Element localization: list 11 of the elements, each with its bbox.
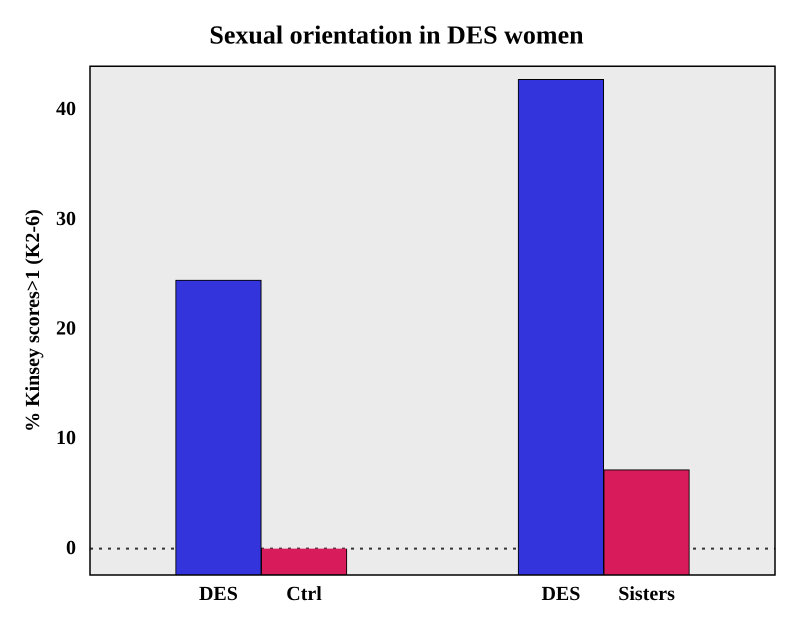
y-tick-label: 40	[56, 98, 76, 120]
y-tick-label: 10	[56, 427, 76, 450]
y-axis-title: % Kinsey scores>1 (K2-6)	[22, 209, 44, 432]
y-tick-label: 30	[56, 208, 76, 230]
chart-title: Sexual orientation in DES women	[209, 20, 584, 50]
y-tick-label: 20	[56, 318, 76, 340]
x-tick-label: Sisters	[618, 583, 676, 606]
x-tick-label: DES	[541, 583, 580, 606]
x-tick-label: Ctrl	[286, 583, 322, 606]
x-tick-label: DES	[198, 583, 238, 606]
y-tick-label: 0	[66, 536, 76, 559]
